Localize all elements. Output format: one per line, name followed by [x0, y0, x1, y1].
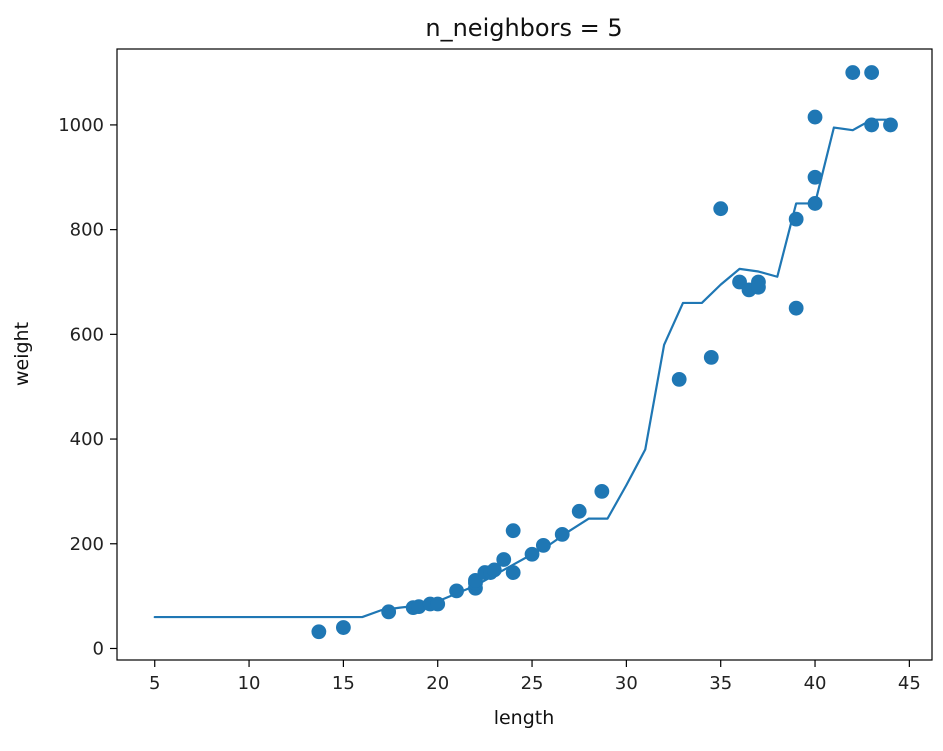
scatter-point [411, 599, 427, 614]
y-tick-label: 800 [70, 220, 104, 241]
scatter-point [751, 279, 766, 295]
scatter-point [449, 583, 464, 599]
x-tick-label: 35 [709, 673, 732, 694]
y-tick-label: 1000 [58, 115, 104, 136]
scatter-point [713, 201, 729, 217]
scatter-point [788, 300, 804, 316]
scatter-point [883, 117, 898, 133]
x-axis-ticks: 5 10 15 20 25 30 35 40 45 [149, 660, 921, 694]
x-tick-label: 30 [615, 673, 638, 694]
scatter-point [703, 349, 719, 365]
scatter-point [505, 523, 521, 539]
y-tick-label: 200 [70, 534, 104, 555]
scatter-point [335, 620, 351, 635]
knn-prediction-line [153, 118, 892, 619]
x-axis-label: length [494, 707, 555, 729]
scatter-point [807, 196, 823, 211]
scatter-point [535, 537, 551, 553]
scatter-point [671, 371, 687, 387]
y-tick-label: 400 [70, 429, 104, 450]
scatter-point [571, 503, 587, 519]
x-tick-label: 25 [521, 673, 544, 694]
x-tick-label: 20 [426, 673, 449, 694]
scatter-point [381, 604, 397, 620]
x-tick-label: 5 [149, 673, 160, 694]
scatter-point [554, 526, 570, 542]
scatter-point [486, 562, 502, 578]
x-tick-label: 10 [238, 673, 261, 694]
chart-title: n_neighbors = 5 [425, 14, 622, 42]
y-axis-label: weight [11, 322, 33, 386]
y-axis-ticks: 0 200 400 600 800 1000 [58, 115, 117, 659]
scatter-point [594, 484, 610, 499]
scatter-point [864, 65, 880, 80]
scatter-point [864, 117, 880, 133]
y-tick-label: 0 [93, 638, 104, 659]
scatter-point [807, 169, 823, 185]
scatter-point [845, 65, 861, 80]
scatter-points-layer [311, 65, 898, 640]
plot-area-frame [116, 48, 933, 661]
y-tick-label: 600 [70, 324, 104, 345]
fitted-line-layer [153, 118, 892, 619]
scatter-point [311, 624, 327, 640]
scatter-point [524, 546, 540, 562]
scatter-point [505, 565, 521, 580]
x-tick-label: 45 [898, 673, 921, 694]
scatter-point [807, 109, 823, 125]
x-tick-label: 15 [332, 673, 355, 694]
scatter-point [788, 211, 804, 227]
x-tick-label: 40 [804, 673, 827, 694]
scatter-point [496, 552, 512, 567]
scatter-point [430, 596, 446, 612]
